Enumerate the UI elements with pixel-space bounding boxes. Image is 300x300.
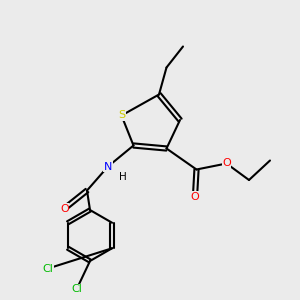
Text: N: N [104, 161, 112, 172]
Text: O: O [60, 203, 69, 214]
Text: O: O [190, 191, 200, 202]
Text: Cl: Cl [43, 263, 53, 274]
Text: S: S [118, 110, 125, 121]
Text: O: O [222, 158, 231, 169]
Text: Cl: Cl [71, 284, 82, 295]
Text: H: H [119, 172, 127, 182]
